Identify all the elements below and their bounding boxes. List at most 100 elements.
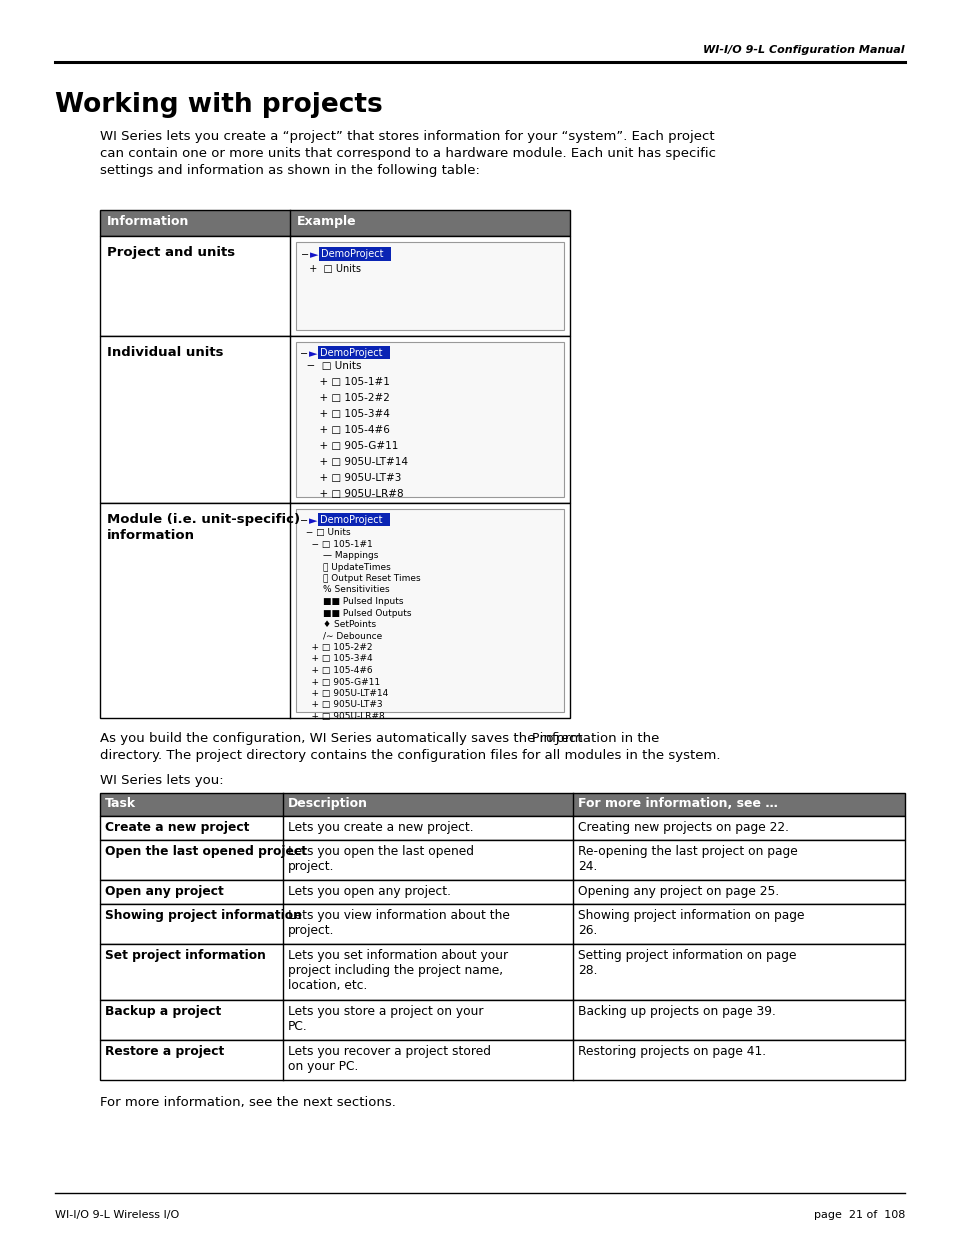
Text: Set project information: Set project information — [105, 948, 266, 962]
Bar — [295, 509, 563, 713]
Text: DemoProject: DemoProject — [319, 515, 382, 525]
Bar — [100, 793, 904, 816]
Text: WI Series lets you create a “project” that stores information for your “system”.: WI Series lets you create a “project” th… — [100, 130, 714, 143]
Text: information: information — [107, 529, 194, 542]
Text: −  □ Units: − □ Units — [299, 361, 361, 370]
Bar — [100, 236, 569, 336]
Bar — [100, 1000, 904, 1040]
Text: WI-I/O 9-L Wireless I/O: WI-I/O 9-L Wireless I/O — [55, 1210, 179, 1220]
Bar — [100, 1040, 904, 1079]
Text: + □ 105-3#4: + □ 105-3#4 — [299, 655, 373, 663]
Text: Open any project: Open any project — [105, 885, 224, 898]
Text: WI-I/O 9-L Configuration Manual: WI-I/O 9-L Configuration Manual — [702, 44, 904, 56]
Text: ♦ SetPoints: ♦ SetPoints — [299, 620, 375, 629]
Text: Ⓧ UpdateTimes: Ⓧ UpdateTimes — [299, 562, 391, 572]
Text: can contain one or more units that correspond to a hardware module. Each unit ha: can contain one or more units that corre… — [100, 147, 716, 161]
Text: Description: Description — [288, 797, 368, 810]
Text: settings and information as shown in the following table:: settings and information as shown in the… — [100, 164, 479, 177]
Text: + □ 905U-LR#8: + □ 905U-LR#8 — [299, 713, 384, 721]
Text: + □ 105-2#2: + □ 105-2#2 — [299, 393, 390, 403]
Text: −: − — [301, 249, 309, 261]
Bar — [318, 247, 391, 261]
Text: ■■ Pulsed Outputs: ■■ Pulsed Outputs — [299, 609, 411, 618]
Bar — [100, 210, 569, 236]
Text: Showing project information: Showing project information — [105, 909, 301, 923]
Text: Setting project information on page: Setting project information on page — [578, 948, 796, 962]
Text: project.: project. — [288, 860, 335, 873]
Bar — [100, 944, 904, 1000]
Bar — [295, 342, 563, 496]
Text: Re-opening the last project on page: Re-opening the last project on page — [578, 845, 797, 858]
Text: + □ 905U-LT#14: + □ 905U-LT#14 — [299, 689, 388, 698]
Text: Create a new project: Create a new project — [105, 821, 249, 834]
Bar — [295, 242, 563, 330]
Text: −: − — [299, 516, 308, 526]
Text: Ⓧ Output Reset Times: Ⓧ Output Reset Times — [299, 574, 420, 583]
Text: Lets you create a new project.: Lets you create a new project. — [288, 821, 473, 834]
Text: ■■ Pulsed Inputs: ■■ Pulsed Inputs — [299, 597, 403, 606]
Text: location, etc.: location, etc. — [288, 979, 367, 992]
Text: Lets you view information about the: Lets you view information about the — [288, 909, 509, 923]
Text: + □ 905U-LT#3: + □ 905U-LT#3 — [299, 473, 401, 483]
Text: Backup a project: Backup a project — [105, 1005, 221, 1018]
Text: Module (i.e. unit-specific): Module (i.e. unit-specific) — [107, 513, 300, 526]
Text: Restore a project: Restore a project — [105, 1045, 224, 1058]
Text: Lets you set information about your: Lets you set information about your — [288, 948, 508, 962]
Bar — [100, 336, 569, 503]
Text: + □ 905-G#11: + □ 905-G#11 — [299, 678, 379, 687]
Text: Restoring projects on page 41.: Restoring projects on page 41. — [578, 1045, 765, 1058]
Text: 26.: 26. — [578, 924, 597, 937]
Text: % Sensitivities: % Sensitivities — [299, 585, 389, 594]
Bar — [100, 840, 904, 881]
Text: Project and units: Project and units — [107, 246, 234, 259]
Text: Example: Example — [296, 215, 356, 228]
Text: Individual units: Individual units — [107, 346, 223, 359]
Text: directory. The project directory contains the configuration files for all module: directory. The project directory contain… — [100, 748, 720, 762]
Text: Lets you recover a project stored: Lets you recover a project stored — [288, 1045, 491, 1058]
Text: 24.: 24. — [578, 860, 597, 873]
Text: As you build the configuration, WI Series automatically saves the information in: As you build the configuration, WI Serie… — [100, 732, 663, 745]
Text: −: − — [299, 350, 308, 359]
Text: For more information, see the next sections.: For more information, see the next secti… — [100, 1095, 395, 1109]
Text: − □ Units: − □ Units — [299, 529, 351, 537]
Text: — Mappings: — Mappings — [299, 551, 378, 559]
Text: Creating new projects on page 22.: Creating new projects on page 22. — [578, 821, 788, 834]
Bar — [317, 346, 390, 359]
Text: +  □ Units: + □ Units — [303, 264, 360, 274]
Text: + □ 905U-LT#3: + □ 905U-LT#3 — [299, 700, 382, 709]
Text: + □ 905-G#11: + □ 905-G#11 — [299, 441, 398, 451]
Text: Opening any project on page 25.: Opening any project on page 25. — [578, 885, 779, 898]
Text: Lets you open any project.: Lets you open any project. — [288, 885, 451, 898]
Text: Showing project information on page: Showing project information on page — [578, 909, 803, 923]
Text: ►: ► — [310, 249, 318, 261]
Text: /∼ Debounce: /∼ Debounce — [299, 631, 382, 641]
Bar — [317, 513, 390, 526]
Text: ►: ► — [309, 350, 317, 359]
Text: Open the last opened project: Open the last opened project — [105, 845, 307, 858]
Text: Working with projects: Working with projects — [55, 91, 382, 119]
Text: project.: project. — [288, 924, 335, 937]
Text: page  21 of  108: page 21 of 108 — [813, 1210, 904, 1220]
Text: PC.: PC. — [288, 1020, 308, 1032]
Text: Task: Task — [105, 797, 136, 810]
Text: Project: Project — [531, 732, 583, 745]
Text: Information: Information — [107, 215, 190, 228]
Bar — [100, 881, 904, 904]
Text: + □ 105-1#1: + □ 105-1#1 — [299, 377, 390, 387]
Text: + □ 105-3#4: + □ 105-3#4 — [299, 409, 390, 419]
Bar — [100, 904, 904, 944]
Text: ►: ► — [309, 516, 317, 526]
Text: 28.: 28. — [578, 965, 597, 977]
Text: Lets you open the last opened: Lets you open the last opened — [288, 845, 474, 858]
Text: + □ 105-2#2: + □ 105-2#2 — [299, 643, 372, 652]
Text: Backing up projects on page 39.: Backing up projects on page 39. — [578, 1005, 775, 1018]
Text: WI Series lets you:: WI Series lets you: — [100, 774, 223, 787]
Bar — [100, 503, 569, 718]
Text: DemoProject: DemoProject — [320, 249, 383, 259]
Text: Lets you store a project on your: Lets you store a project on your — [288, 1005, 483, 1018]
Text: For more information, see …: For more information, see … — [578, 797, 777, 810]
Text: + □ 105-4#6: + □ 105-4#6 — [299, 425, 390, 435]
Text: DemoProject: DemoProject — [319, 348, 382, 358]
Text: + □ 905U-LT#14: + □ 905U-LT#14 — [299, 457, 408, 467]
Text: + □ 105-4#6: + □ 105-4#6 — [299, 666, 373, 676]
